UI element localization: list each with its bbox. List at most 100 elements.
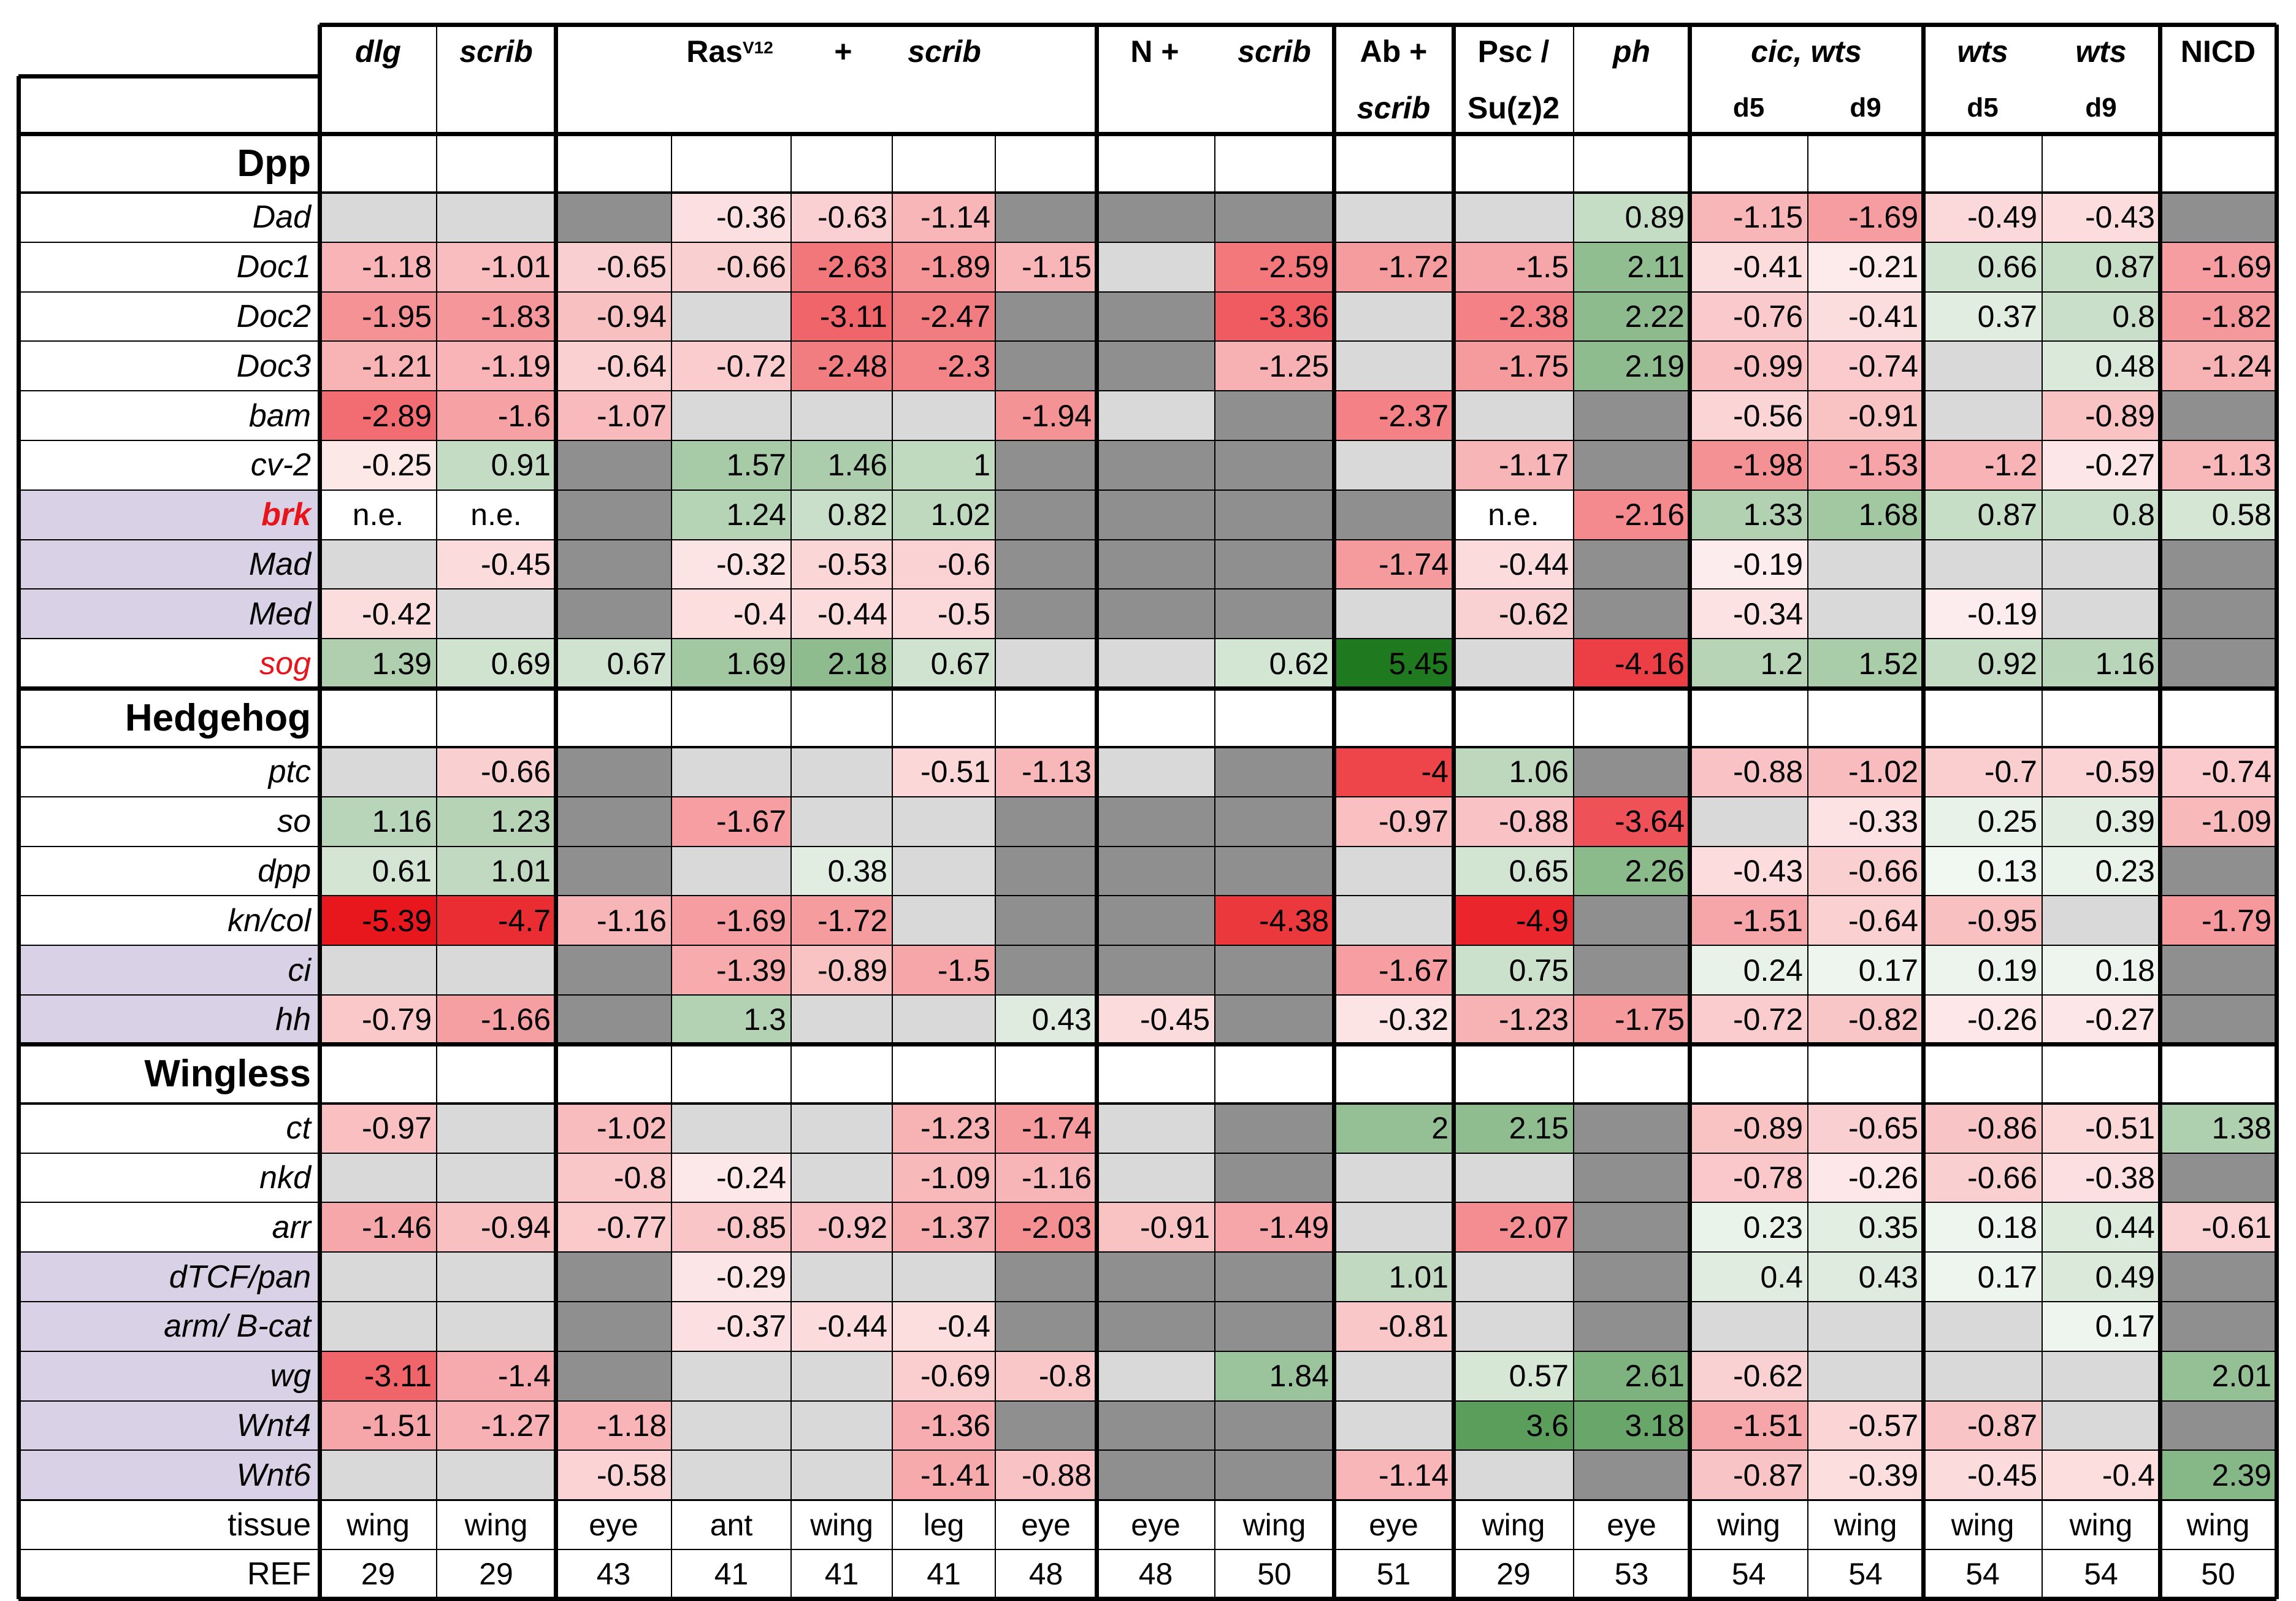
section-divider xyxy=(18,686,2276,691)
data-cell: -3.11 xyxy=(791,291,892,342)
data-cell: -2.3 xyxy=(892,341,995,391)
header-divider xyxy=(18,131,2276,136)
data-cell: -0.7 xyxy=(1923,747,2042,797)
data-cell: -1.15 xyxy=(1689,193,1808,242)
data-cell: 0.65 xyxy=(1453,846,1574,896)
data-cell: -1.72 xyxy=(1334,242,1453,292)
data-cell: -1.17 xyxy=(1453,440,1574,490)
data-cell xyxy=(320,1252,437,1302)
section-divider xyxy=(18,746,2276,748)
data-cell: -1.27 xyxy=(437,1400,556,1451)
data-cell: -0.33 xyxy=(1808,796,1923,847)
data-cell: -1.69 xyxy=(2160,242,2276,292)
gene-label: Doc2 xyxy=(236,298,311,334)
data-cell xyxy=(2160,539,2276,589)
footer-cell: 54 xyxy=(1731,1557,1766,1592)
data-cell: -1.24 xyxy=(2160,341,2276,391)
data-cell xyxy=(1215,945,1334,995)
data-cell: 0.17 xyxy=(2042,1302,2160,1351)
data-cell: 2.11 xyxy=(1574,242,1689,292)
row-divider xyxy=(18,1449,2276,1451)
data-cell: -0.97 xyxy=(1334,796,1453,847)
column-header: wts xyxy=(2075,34,2127,69)
footer-cell: eye xyxy=(589,1507,638,1542)
data-cell xyxy=(2160,1302,2276,1351)
gene-label: Doc1 xyxy=(236,249,311,285)
data-cell xyxy=(1334,193,1453,242)
footer-cell: wing xyxy=(1482,1507,1545,1542)
data-cell: -1.13 xyxy=(995,747,1096,797)
gene-label: sog xyxy=(259,645,311,681)
data-cell xyxy=(1923,1302,2042,1351)
data-cell xyxy=(1215,440,1334,490)
gene-label: dpp xyxy=(258,853,311,889)
data-cell xyxy=(556,846,672,896)
footer-cell: 41 xyxy=(714,1557,749,1592)
data-cell xyxy=(320,747,437,797)
data-cell: -0.97 xyxy=(320,1103,437,1153)
row-divider xyxy=(18,241,2276,243)
data-cell: -0.51 xyxy=(892,747,995,797)
row-divider xyxy=(18,1251,2276,1253)
data-cell xyxy=(2042,1351,2160,1401)
data-cell: -0.61 xyxy=(2160,1202,2276,1253)
footer-cell: wing xyxy=(2069,1507,2133,1542)
data-cell xyxy=(995,1302,1096,1351)
column-header: Psc / xyxy=(1477,34,1550,69)
data-cell: -1.46 xyxy=(320,1202,437,1253)
data-cell: -1.5 xyxy=(1453,242,1574,292)
data-cell: -1.49 xyxy=(1215,1202,1334,1253)
data-cell: 1.06 xyxy=(1453,747,1574,797)
row-divider xyxy=(18,638,2276,640)
data-cell: -1.09 xyxy=(892,1153,995,1203)
data-cell xyxy=(1334,589,1453,639)
data-cell: -0.78 xyxy=(1689,1153,1808,1203)
row-divider xyxy=(18,1300,2276,1303)
data-cell xyxy=(672,747,791,797)
data-cell xyxy=(1215,796,1334,847)
footer-cell: wing xyxy=(1951,1507,2015,1542)
column-divider xyxy=(1214,134,1216,1599)
footer-cell: wing xyxy=(346,1507,410,1542)
label-column-border xyxy=(317,25,322,1599)
data-cell: -1.41 xyxy=(892,1450,995,1500)
column-divider xyxy=(1572,25,1575,1599)
data-cell xyxy=(556,796,672,847)
table-bottom-border xyxy=(18,1597,2276,1601)
footer-cell: 41 xyxy=(824,1557,859,1592)
data-cell: -1.98 xyxy=(1689,440,1808,490)
gene-label: ci xyxy=(288,952,311,988)
data-cell xyxy=(1334,846,1453,896)
data-cell: -0.88 xyxy=(1689,747,1808,797)
data-cell: -0.91 xyxy=(1808,391,1923,440)
data-cell xyxy=(1215,1450,1334,1500)
data-cell xyxy=(791,1351,892,1401)
gene-label: Wnt6 xyxy=(236,1457,311,1493)
footer-cell: 50 xyxy=(2201,1557,2235,1592)
data-cell: n.e. xyxy=(437,490,556,540)
label-band xyxy=(18,1450,320,1500)
data-cell: 0.43 xyxy=(1808,1252,1923,1302)
data-cell xyxy=(995,896,1096,946)
footer-cell: wing xyxy=(2186,1507,2250,1542)
data-cell: 1.16 xyxy=(2042,639,2160,688)
footer-cell: wing xyxy=(464,1507,528,1542)
data-cell xyxy=(995,193,1096,242)
data-cell xyxy=(1923,341,2042,391)
data-cell: 1.2 xyxy=(1689,639,1808,688)
section-divider xyxy=(18,191,2276,194)
data-cell: -0.82 xyxy=(1808,995,1923,1045)
data-cell xyxy=(1096,945,1215,995)
footer-cell: 29 xyxy=(1496,1557,1531,1592)
row-divider xyxy=(18,796,2276,797)
data-cell: 0.39 xyxy=(2042,796,2160,847)
data-cell: -0.44 xyxy=(791,1302,892,1351)
data-cell: 2.01 xyxy=(2160,1351,2276,1401)
footer-cell: leg xyxy=(923,1507,965,1542)
data-cell: -0.77 xyxy=(556,1202,672,1253)
data-cell: -0.88 xyxy=(995,1450,1096,1500)
data-cell: -0.66 xyxy=(1923,1153,2042,1203)
data-cell: -0.89 xyxy=(2042,391,2160,440)
data-cell: 0.66 xyxy=(1923,242,2042,292)
row-divider xyxy=(18,291,2276,293)
